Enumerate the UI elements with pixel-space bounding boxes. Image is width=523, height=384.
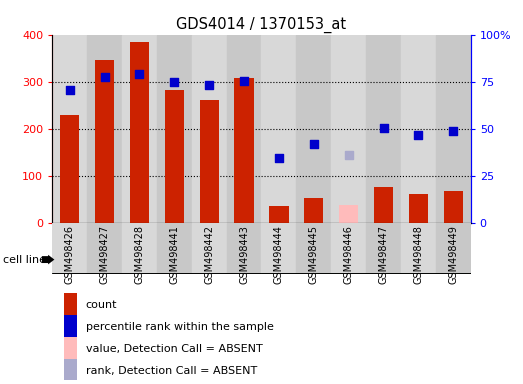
Bar xyxy=(366,223,401,273)
Bar xyxy=(444,191,463,223)
Bar xyxy=(297,35,331,223)
Point xyxy=(170,79,178,85)
Bar xyxy=(130,41,149,223)
Bar xyxy=(234,78,254,223)
Bar xyxy=(269,206,289,223)
Bar xyxy=(436,223,471,273)
Bar xyxy=(122,223,157,273)
Text: GSM498441: GSM498441 xyxy=(169,225,179,284)
Point xyxy=(379,125,388,131)
Point xyxy=(275,155,283,161)
Text: GSM498442: GSM498442 xyxy=(204,225,214,284)
Bar xyxy=(52,247,262,273)
Bar xyxy=(262,247,471,273)
Bar xyxy=(122,35,157,223)
Bar xyxy=(331,223,366,273)
Text: GSM498446: GSM498446 xyxy=(344,225,354,284)
Text: GSM498443: GSM498443 xyxy=(239,225,249,284)
Bar xyxy=(64,359,77,382)
Bar xyxy=(374,187,393,223)
Bar xyxy=(409,194,428,223)
Text: GSM498428: GSM498428 xyxy=(134,225,144,284)
Point xyxy=(345,152,353,159)
Text: percentile rank within the sample: percentile rank within the sample xyxy=(86,322,274,332)
Point xyxy=(100,74,109,80)
Bar xyxy=(331,35,366,223)
Bar xyxy=(401,223,436,273)
Bar xyxy=(339,205,358,223)
Bar xyxy=(165,90,184,223)
Text: GSM498449: GSM498449 xyxy=(448,225,458,284)
Text: GSM498448: GSM498448 xyxy=(413,225,424,284)
Bar xyxy=(87,223,122,273)
Bar xyxy=(192,223,226,273)
Bar xyxy=(401,35,436,223)
Bar xyxy=(64,293,77,316)
Bar xyxy=(297,223,331,273)
Bar xyxy=(64,315,77,338)
Bar xyxy=(52,223,87,273)
Text: GSM498427: GSM498427 xyxy=(99,225,110,284)
Text: rank, Detection Call = ABSENT: rank, Detection Call = ABSENT xyxy=(86,366,257,376)
Text: GSM498426: GSM498426 xyxy=(65,225,75,284)
Point xyxy=(414,132,423,138)
Bar xyxy=(366,35,401,223)
Text: GDS4014 / 1370153_at: GDS4014 / 1370153_at xyxy=(176,17,347,33)
Bar xyxy=(60,114,79,223)
Bar xyxy=(64,337,77,360)
Bar xyxy=(87,35,122,223)
Bar xyxy=(95,60,114,223)
Bar xyxy=(192,35,226,223)
Bar xyxy=(52,35,87,223)
Point xyxy=(135,71,144,77)
Bar xyxy=(157,35,192,223)
Point xyxy=(205,82,213,88)
Text: GSM498444: GSM498444 xyxy=(274,225,284,284)
Bar xyxy=(200,101,219,223)
Bar xyxy=(226,35,262,223)
Bar xyxy=(226,223,262,273)
Bar xyxy=(436,35,471,223)
Text: value, Detection Call = ABSENT: value, Detection Call = ABSENT xyxy=(86,344,263,354)
Bar xyxy=(157,223,192,273)
Text: GSM498447: GSM498447 xyxy=(379,225,389,284)
Point xyxy=(310,141,318,147)
Bar xyxy=(262,35,297,223)
Bar xyxy=(304,198,323,223)
Text: cell line: cell line xyxy=(3,255,46,265)
Text: GSM498445: GSM498445 xyxy=(309,225,319,284)
Bar xyxy=(262,223,297,273)
Text: CRI-G1-RS (rotenone sensitive): CRI-G1-RS (rotenone sensitive) xyxy=(279,255,453,265)
Point xyxy=(449,128,458,134)
Text: count: count xyxy=(86,300,117,310)
Point xyxy=(65,86,74,93)
Text: CRI-G1-RR (rotenone resistant): CRI-G1-RR (rotenone resistant) xyxy=(71,255,243,265)
Point xyxy=(240,78,248,84)
